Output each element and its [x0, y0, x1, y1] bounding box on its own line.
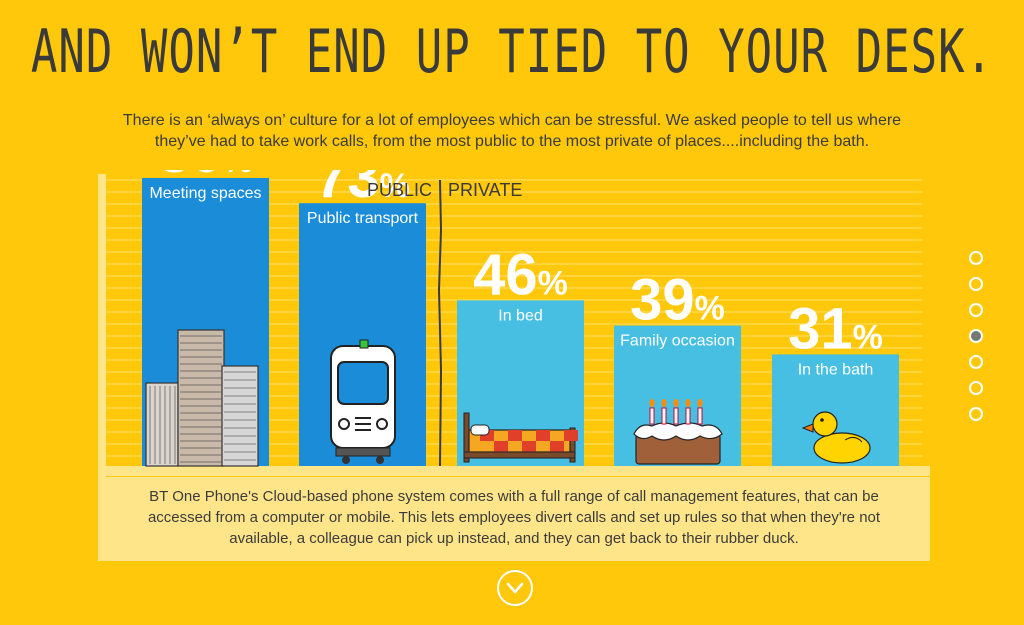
footer-panel — [98, 477, 930, 561]
birthday-cake-icon — [633, 399, 723, 465]
category-label-in-the-bath: In the bath — [798, 361, 874, 378]
category-label-in-bed: In bed — [498, 307, 542, 324]
category-label-family-occasion: Family occasion — [620, 333, 735, 350]
slide-dot-7[interactable] — [969, 407, 983, 421]
slide-dot-6[interactable] — [969, 381, 983, 395]
train-icon — [330, 339, 396, 464]
slide-dot-5[interactable] — [969, 355, 983, 369]
y-axis-bar — [98, 174, 106, 478]
page-subtitle: There is an ‘always on’ culture for a lo… — [122, 112, 902, 150]
footer-text: BT One Phone's Cloud-based phone system … — [147, 488, 881, 547]
chevron-down-icon — [506, 582, 524, 594]
bed-icon — [463, 412, 578, 463]
baseline — [98, 466, 930, 476]
value-label-family-occasion: 39% — [630, 268, 725, 333]
slide-dot-4[interactable] — [969, 329, 983, 343]
slide-dot-1[interactable] — [969, 251, 983, 265]
category-label-meeting-spaces: Meeting spaces — [149, 185, 261, 202]
office-buildings-icon — [145, 329, 259, 467]
slide-dot-3[interactable] — [969, 303, 983, 317]
rubber-duck-icon — [801, 411, 871, 464]
value-label-in-bed: 46% — [473, 242, 568, 307]
public-label: PUBLIC — [367, 180, 432, 200]
slide-nav-dots — [969, 251, 985, 433]
public-private-divider — [437, 179, 443, 467]
scroll-down-button[interactable] — [497, 570, 533, 606]
private-label: PRIVATE — [448, 180, 522, 200]
slide-dot-2[interactable] — [969, 277, 983, 291]
value-label-in-the-bath: 31% — [788, 296, 883, 361]
category-label-public-transport: Public transport — [307, 210, 419, 227]
page-title: AND WON’T END UP TIED TO YOUR DESK. — [30, 18, 994, 87]
